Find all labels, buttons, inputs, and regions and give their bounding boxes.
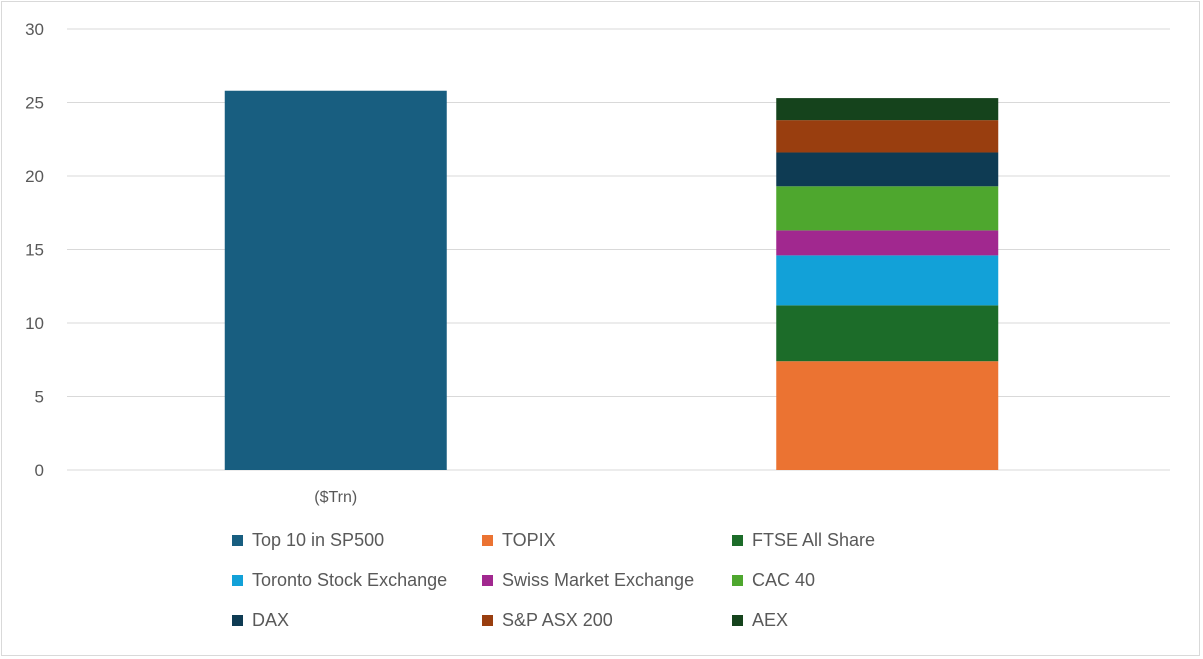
legend-label: AEX [752,609,789,630]
legend-item-s-p-asx-200: S&P ASX 200 [482,608,732,632]
bar-top-10-in-sp500 [224,90,447,471]
y-tick-label-25: 25 [25,94,44,113]
legend-item-aex: AEX [732,608,952,632]
y-tick-label-0: 0 [35,461,44,480]
legend-swatch [732,614,743,626]
bar-ftse-all-share [776,305,999,362]
legend-swatch [232,614,243,626]
legend-item-top-10-in-sp500: Top 10 in SP500 [232,528,482,552]
bar-swiss-market-exchange [776,230,999,256]
legend-item-topix: TOPIX [482,528,732,552]
legend-item-ftse-all-share: FTSE All Share [732,528,952,552]
legend-swatch [232,574,243,586]
y-tick-label-15: 15 [25,241,44,260]
legend-label: Swiss Market Exchange [502,569,695,590]
y-tick-label-30: 30 [25,20,44,39]
y-tick-label-5: 5 [35,388,44,407]
y-tick-label-20: 20 [25,167,44,186]
bar-cac-40 [776,186,999,231]
legend-label: FTSE All Share [752,529,876,550]
legend-swatch [482,614,493,626]
legend-swatch [482,574,493,586]
legend-item-toronto-stock-exchange: Toronto Stock Exchange [232,568,482,592]
legend-label: DAX [252,609,290,630]
legend-swatch [732,574,743,586]
legend-label: Toronto Stock Exchange [252,569,448,590]
chart-legend: Top 10 in SP500 TOPIX FTSE All Share Toront… [232,528,952,632]
legend-item-swiss-market-exchange: Swiss Market Exchange [482,568,732,592]
legend-label: S&P ASX 200 [502,609,613,630]
legend-swatch [232,534,243,546]
bar-toronto-stock-exchange [776,255,999,306]
legend-item-dax: DAX [232,608,482,632]
legend-label: Top 10 in SP500 [252,529,385,550]
bar-aex [776,98,999,121]
legend-swatch [732,534,743,546]
legend-item-cac-40: CAC 40 [732,568,952,592]
bar-s-p-asx-200 [776,120,999,153]
legend-label: CAC 40 [752,569,816,590]
y-tick-label-10: 10 [25,314,44,333]
bar-dax [776,152,999,187]
bar-topix [776,361,999,470]
x-category-label: ($Trn) [314,489,357,506]
legend-label: TOPIX [502,529,556,550]
legend-swatch [482,534,493,546]
